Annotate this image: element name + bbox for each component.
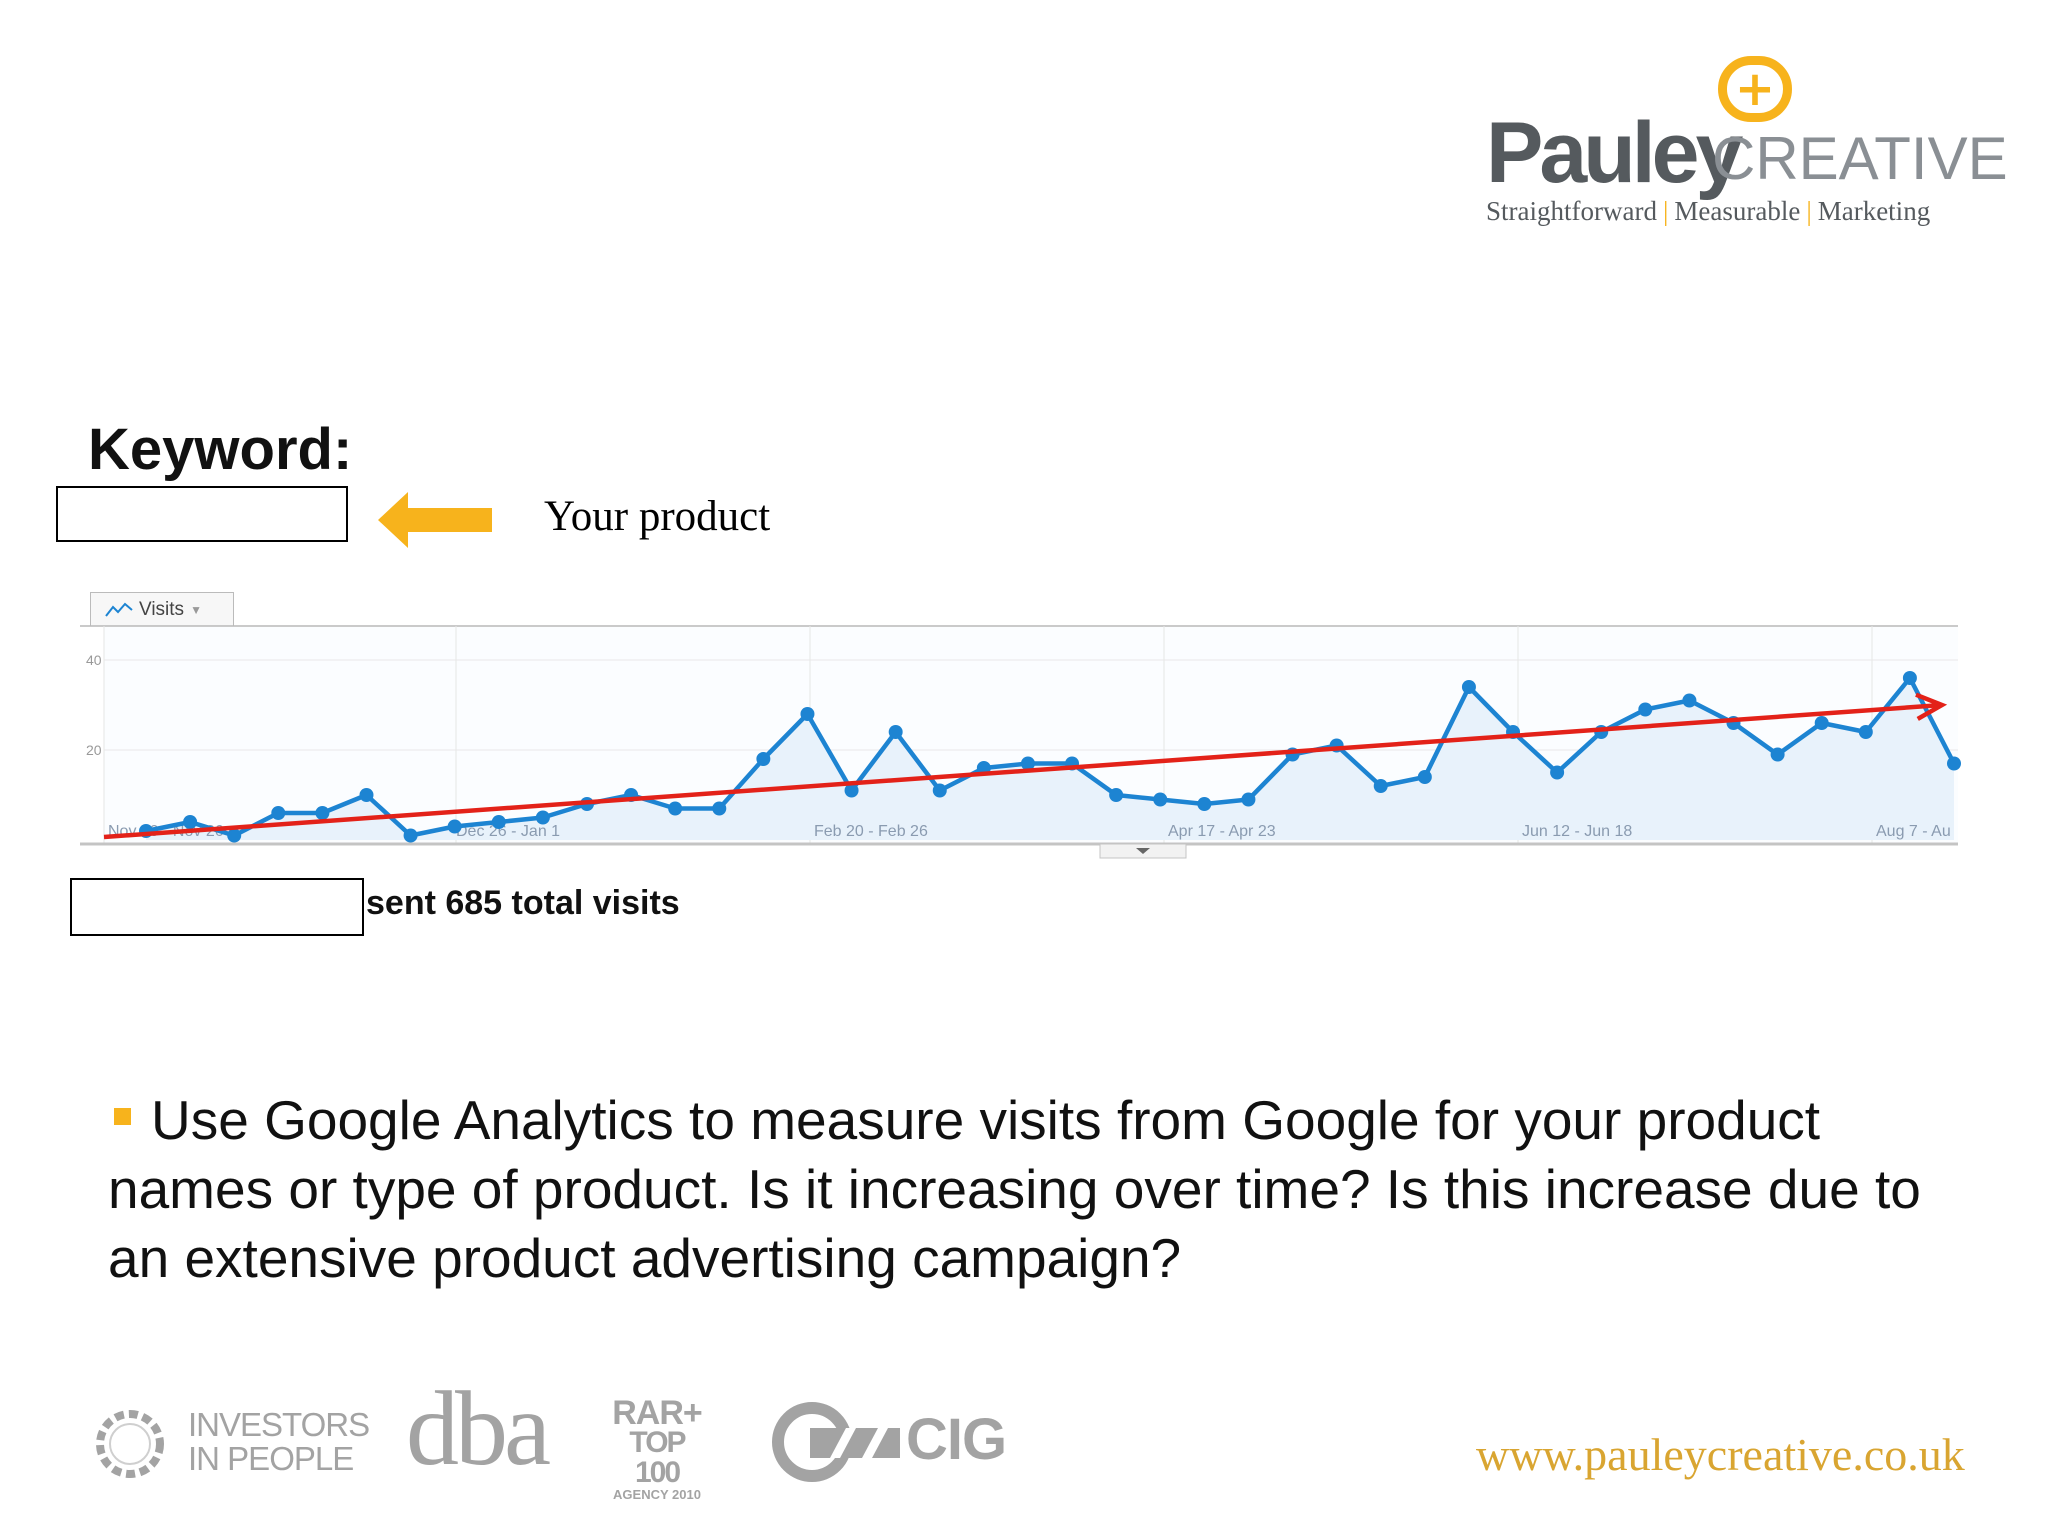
visits-data-point [183, 815, 198, 829]
trend-arrow-head [1915, 692, 1948, 721]
plus-icon: + [1718, 56, 1792, 122]
chevron-down-icon: ▼ [190, 602, 202, 617]
visits-data-point [1947, 756, 1961, 771]
y-tick-label: 40 [86, 652, 102, 668]
visits-chart: Visits ▼ 4020Nov 20 - Nov 26Dec 26 - Jan… [80, 588, 1962, 860]
left-arrow-icon [378, 492, 492, 548]
trend-arrow-line [103, 702, 1943, 840]
cig-logo-text: CIG [906, 1407, 1007, 1472]
x-tick-label: Apr 17 - Apr 23 [1168, 823, 1276, 840]
visits-data-point [888, 725, 903, 739]
total-visits-text: sent 685 total visits [366, 884, 680, 922]
x-tick-label: Jun 12 - Jun 18 [1522, 823, 1632, 840]
visits-data-point [1020, 756, 1035, 771]
iip-line: IN PEOPLE [188, 1440, 354, 1477]
visits-data-point [1373, 779, 1388, 793]
visits-data-point [359, 788, 374, 802]
logo-tagline: Straightforward | Measurable | Marketing [1486, 196, 1930, 227]
tagline-part: Marketing [1817, 196, 1931, 226]
website-url[interactable]: www.pauleycreative.co.uk [1476, 1429, 1965, 1480]
visits-data-point [1638, 702, 1653, 717]
visits-data-point [227, 828, 242, 843]
visits-data-point [271, 806, 286, 820]
visits-data-point [1550, 765, 1565, 780]
visits-data-point [1417, 770, 1432, 784]
tagline-part: Straightforward [1486, 196, 1657, 226]
rar-line: TOP 100 [629, 1426, 686, 1489]
visits-metric-tab[interactable]: Visits ▼ [90, 592, 234, 626]
footer: INVESTORS IN PEOPLE dba RAR+ TOP 100 AGE… [0, 1376, 2048, 1502]
cim-cig-emblem-icon [772, 1402, 900, 1482]
visits-data-point [535, 810, 550, 825]
x-tick-label: Feb 20 - Feb 26 [814, 823, 928, 840]
visits-data-point [800, 707, 815, 721]
chevron-down-icon [1136, 848, 1150, 854]
visits-data-point [756, 752, 771, 766]
visits-data-point [1858, 725, 1873, 739]
bullet-square-icon [114, 1108, 131, 1125]
visits-data-point [1197, 797, 1212, 811]
bullet-point: Use Google Analytics to measure visits f… [108, 1086, 1988, 1293]
visits-data-point [1109, 788, 1124, 802]
visits-data-point [712, 801, 727, 816]
visits-data-point [1241, 792, 1256, 807]
visits-data-point [447, 819, 462, 834]
tagline-part: Measurable [1674, 196, 1801, 226]
visits-data-point [668, 801, 683, 816]
tagline-separator: | [1662, 196, 1669, 226]
iip-line: INVESTORS [188, 1406, 370, 1443]
rar-line: AGENCY 2010 [613, 1487, 701, 1502]
logo-brand-main: Pauley [1486, 105, 1743, 201]
visits-data-point [844, 783, 859, 798]
investors-in-people-logo: INVESTORS IN PEOPLE [188, 1406, 370, 1477]
visits-data-point [403, 828, 418, 843]
visits-redaction-box [70, 878, 364, 936]
rar-top-100-logo: RAR+ TOP 100 AGENCY 2010 [612, 1394, 703, 1502]
visits-area-fill [146, 678, 1954, 840]
rar-line: RAR+ [612, 1394, 703, 1432]
visits-data-point [1770, 747, 1785, 762]
your-product-note: Your product [544, 493, 771, 540]
x-tick-label: Dec 26 - Jan 1 [456, 823, 560, 840]
visits-tab-label: Visits [139, 598, 185, 620]
investors-in-people-laurel-icon [96, 1410, 164, 1478]
keyword-redaction-box [56, 486, 348, 542]
x-tick-label: Aug 7 - Au [1876, 823, 1951, 840]
bullet-text: Use Google Analytics to measure visits f… [108, 1089, 1921, 1289]
y-tick-label: 20 [86, 742, 102, 758]
visits-data-point [1153, 792, 1168, 807]
visits-data-point [491, 815, 506, 829]
dba-logo: dba [406, 1370, 551, 1487]
visits-data-point [1461, 680, 1476, 694]
visits-data-point [932, 783, 947, 798]
visits-data-point [1814, 716, 1829, 730]
visits-data-point [1682, 693, 1697, 708]
keyword-label: Keyword: [88, 417, 353, 482]
line-chart-icon [105, 602, 133, 617]
logo-brand-sub: CREATIVE [1712, 125, 2008, 192]
visits-data-point [315, 806, 330, 820]
pauley-creative-logo: + Pauley CREATIVE Straightforward | Measur… [1480, 52, 2008, 242]
visits-series-line [145, 675, 1956, 838]
visits-data-point [1902, 671, 1917, 685]
tagline-separator: | [1806, 196, 1812, 226]
